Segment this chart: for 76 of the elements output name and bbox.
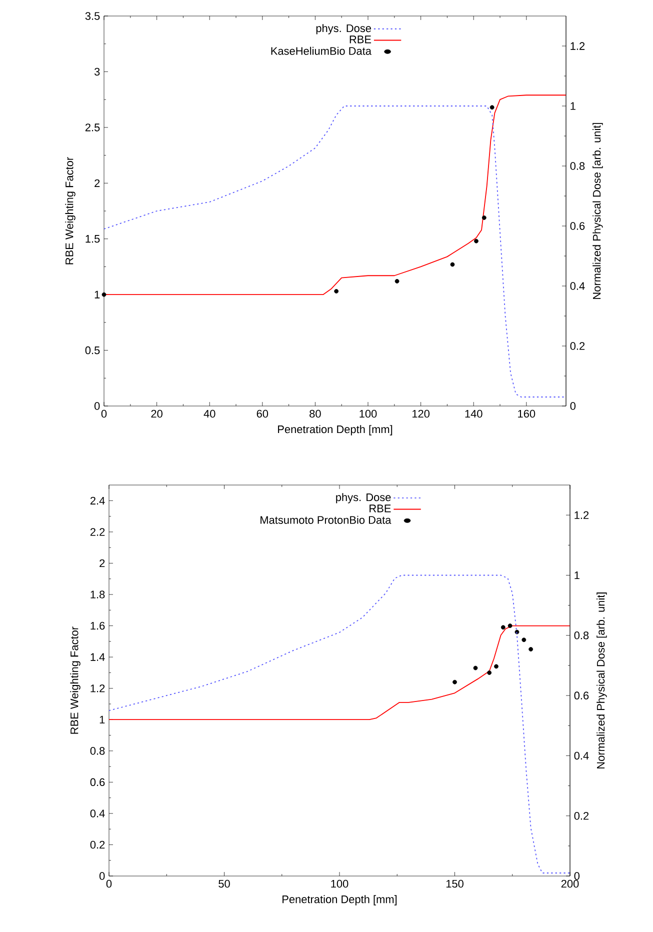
- legend-label: KaseHeliumBio Data: [271, 46, 372, 55]
- y-tick-label: 2: [100, 559, 105, 568]
- x-tick-label: 80: [310, 410, 321, 418]
- y-tick-label: 0.5: [85, 346, 100, 354]
- x-tick-label: 50: [218, 880, 230, 888]
- x-tick-label: 160: [518, 410, 536, 418]
- x-tick-label: 140: [465, 410, 482, 418]
- y-tick-label: 0: [99, 872, 105, 880]
- point: [482, 215, 486, 220]
- y-tick-label: 0.2: [90, 840, 105, 849]
- x-tick-label: 100: [331, 880, 348, 888]
- point: [452, 680, 457, 684]
- point: [450, 262, 455, 267]
- point: [522, 638, 526, 642]
- line-series: [109, 625, 570, 720]
- y2-tick-label: 0.6: [574, 692, 589, 700]
- y-tick-label: 1.4: [90, 653, 105, 661]
- x-tick-label: 40: [204, 410, 216, 418]
- x-tick-label: 60: [256, 410, 268, 418]
- x-tick-label: 20: [151, 410, 162, 418]
- y2-axis-title: Normalized Physical Dose [arb. unit]: [596, 592, 607, 768]
- y-tick-label: 1.5: [86, 235, 100, 243]
- legend-label: Matsumoto ProtonBio Data: [260, 516, 392, 524]
- y2-tick-label: 0.8: [574, 632, 589, 640]
- x-axis-title: Penetration Depth [mm]: [278, 425, 392, 436]
- legend-label: phys. Dose: [336, 493, 391, 504]
- point: [473, 666, 478, 670]
- x-tick-label: 120: [412, 410, 430, 418]
- point: [102, 292, 106, 297]
- y2-tick-label: 0.6: [570, 222, 585, 230]
- y2-tick-label: 0: [574, 872, 580, 880]
- y-tick-label: 2.2: [90, 528, 105, 536]
- point: [474, 238, 478, 244]
- legend-label: RBE: [370, 504, 391, 512]
- point: [394, 279, 400, 284]
- y-tick-label: 3.5: [85, 12, 100, 20]
- y2-tick-label: 1: [570, 102, 576, 110]
- y-tick-label: 0: [94, 402, 100, 410]
- y-tick-label: 0.4: [90, 810, 105, 818]
- y-tick-label: 1: [100, 716, 105, 724]
- y-axis-title: RBE Weighting Factor: [65, 157, 76, 264]
- y2-tick-label: 1.2: [574, 511, 589, 519]
- y2-tick-label: 0.2: [574, 812, 589, 820]
- legend-label: phys. Dose: [316, 24, 372, 34]
- y2-tick-label: 0.8: [570, 162, 585, 170]
- y-tick-label: 1: [94, 290, 100, 298]
- y-tick-label: 2.5: [85, 124, 100, 132]
- y2-tick-label: 0.4: [570, 282, 585, 290]
- point: [500, 625, 506, 630]
- y-tick-label: 1.8: [90, 590, 105, 598]
- x-tick-label: 0: [106, 880, 112, 888]
- x-tick-label: 100: [360, 410, 377, 418]
- point: [528, 647, 534, 652]
- point: [334, 289, 339, 294]
- y-tick-label: 1.2: [90, 684, 105, 692]
- y2-tick-label: 0: [570, 402, 576, 410]
- y2-tick-label: 1: [574, 571, 580, 580]
- y2-tick-label: 0.4: [574, 752, 589, 760]
- y2-axis-title: Normalized Physical Dose [arb. unit]: [592, 122, 603, 299]
- y-axis-title: RBE Weighting Factor: [70, 626, 80, 734]
- y-tick-label: 3: [94, 68, 100, 76]
- y-tick-label: 2: [94, 179, 100, 187]
- y-tick-label: 2.4: [90, 496, 105, 504]
- y-tick-label: 0.8: [90, 747, 105, 755]
- y-tick-label: 1.6: [90, 622, 105, 630]
- point: [508, 624, 512, 628]
- point: [490, 105, 494, 110]
- y2-tick-label: 0.2: [570, 342, 585, 350]
- point: [494, 664, 498, 669]
- x-tick-label: 200: [561, 880, 579, 888]
- x-axis-title: Penetration Depth [mm]: [282, 895, 397, 906]
- y2-tick-label: 1.2: [570, 42, 585, 50]
- point: [487, 670, 492, 675]
- y-tick-label: 0.6: [90, 778, 105, 786]
- x-tick-label: 150: [446, 880, 464, 888]
- legend-label: RBE: [350, 36, 372, 44]
